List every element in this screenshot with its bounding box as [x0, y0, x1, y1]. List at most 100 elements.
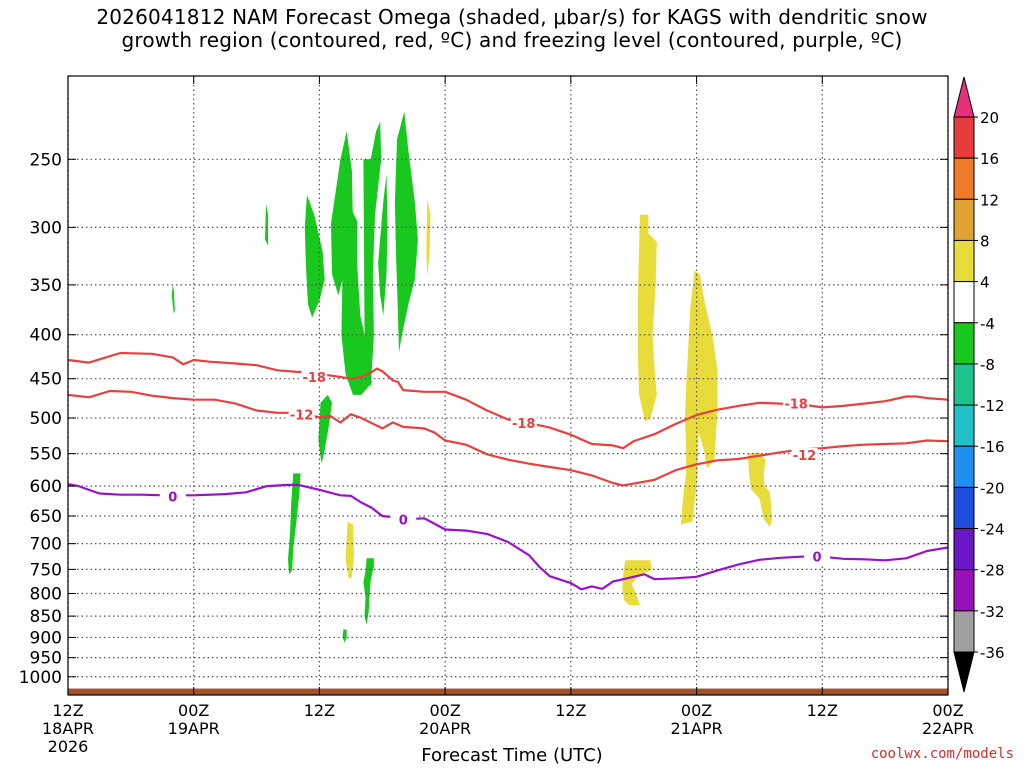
contour-label-bg — [783, 396, 810, 411]
x-tick-label: 12Z — [52, 701, 83, 720]
y-tick-label: 950 — [30, 649, 62, 669]
y-tick-label: 900 — [30, 628, 62, 648]
omega-region-downward — [747, 452, 772, 528]
colorbar-label: 8 — [980, 232, 990, 250]
contour-lines: -18 -18 -18 -12 -12 0 0 0 — [67, 351, 949, 591]
colorbar-label: 4 — [980, 274, 990, 292]
colorbar-box — [953, 528, 975, 571]
contour-label-bg — [301, 370, 328, 385]
colorbar-box — [953, 157, 975, 200]
y-tick-label: 550 — [30, 445, 62, 465]
grid-lines — [67, 76, 949, 695]
colorbar-label: 20 — [980, 109, 999, 127]
contour-label: 0 — [168, 491, 177, 506]
omega-region-upward — [341, 208, 372, 395]
colorbar-box — [953, 404, 975, 447]
y-tick-label: 400 — [30, 326, 62, 346]
y-tick-label: 350 — [30, 276, 62, 296]
colorbar: 20 16 12 8 4 -4 -8 -12 -16 -20 -24 -28 -32 -36 — [953, 76, 1005, 693]
y-tick-label: 800 — [30, 584, 62, 604]
y-tick-label: 1000 — [19, 668, 62, 688]
colorbar-box — [953, 363, 975, 406]
x-tick-label: 19APR — [168, 719, 220, 738]
y-tick-label: 650 — [30, 507, 62, 527]
omega-region-downward — [637, 214, 657, 422]
colorbar-label: -36 — [980, 644, 1005, 662]
contour-label: -18 — [302, 371, 326, 386]
chart-title-line1: 2026041812 NAM Forecast Omega (shaded, μ… — [96, 5, 928, 29]
colorbar-label: 16 — [980, 150, 999, 168]
colorbar-label: -12 — [980, 397, 1005, 415]
colorbar-box — [953, 486, 975, 530]
y-axis: 2503003504004505005506006507007508008509… — [19, 150, 948, 688]
chart-title: 2026041812 NAM Forecast Omega (shaded, μ… — [0, 6, 1024, 52]
colorbar-label: -32 — [980, 603, 1005, 621]
colorbar-box — [953, 281, 975, 324]
x-tick-label: 21APR — [671, 719, 723, 738]
terrain-band — [68, 688, 948, 695]
colorbar-label: -4 — [980, 315, 995, 333]
omega-region-upward — [304, 194, 325, 318]
y-tick-label: 250 — [30, 150, 62, 170]
plot-frame — [67, 75, 949, 696]
omega-region-downward — [426, 198, 431, 277]
contour-label-bg — [288, 407, 315, 422]
contour-label: -18 — [784, 398, 808, 413]
colorbar-cap-top — [953, 76, 975, 118]
y-tick-label: 600 — [30, 477, 62, 497]
terrain-fill — [68, 688, 948, 695]
colorbar-box — [953, 198, 975, 241]
omega-region-upward — [265, 204, 269, 246]
colorbar-label: -28 — [980, 562, 1005, 580]
omega-region-upward — [288, 473, 301, 575]
colorbar-box — [953, 445, 975, 488]
colorbar-label: -8 — [980, 356, 995, 374]
colorbar-label: -16 — [980, 438, 1005, 456]
contour-label: -12 — [290, 408, 314, 423]
contour-line — [67, 483, 949, 591]
x-tick-label: 00Z — [681, 701, 712, 720]
contour-label-bg — [804, 549, 831, 564]
y-tick-label: 750 — [30, 560, 62, 580]
colorbar-label: -20 — [980, 479, 1005, 497]
colorbar-box — [953, 610, 975, 653]
omega-region-upward — [363, 121, 382, 387]
colorbar-cap-bottom — [953, 651, 975, 693]
colorbar-box — [953, 569, 975, 612]
omega-region-upward — [171, 284, 175, 314]
y-tick-label: 500 — [30, 409, 62, 429]
credit-link[interactable]: coolwx.com/models — [870, 746, 1014, 762]
omega-region-upward — [342, 629, 347, 643]
omega-region-upward — [363, 558, 374, 625]
x-tick-label: 12Z — [555, 701, 586, 720]
omega-region-upward — [378, 173, 388, 316]
omega-region-downward — [622, 560, 652, 606]
contour-label-bg — [791, 447, 818, 462]
colorbar-box — [953, 239, 975, 283]
x-axis-title: Forecast Time (UTC) — [421, 745, 603, 766]
y-tick-label: 300 — [30, 218, 62, 238]
colorbar-box — [953, 116, 975, 159]
contour-label: 0 — [813, 551, 822, 566]
colorbar-box — [953, 322, 975, 365]
x-tick-label: 00Z — [429, 701, 460, 720]
x-tick-label: 20APR — [419, 719, 471, 738]
contour-label: -12 — [793, 449, 817, 464]
colorbar-label: 12 — [980, 191, 999, 209]
x-tick-label: 12Z — [807, 701, 838, 720]
x-tick-label: 18APR — [42, 719, 94, 738]
contour-label: -18 — [512, 417, 536, 432]
y-tick-label: 700 — [30, 535, 62, 555]
x-tick-label: 00Z — [178, 701, 209, 720]
x-tick-label: 00Z — [932, 701, 963, 720]
x-tick-label: 2026 — [48, 737, 89, 756]
contour-label-bg — [510, 416, 537, 431]
contour-label: 0 — [399, 513, 408, 528]
y-tick-label: 450 — [30, 370, 62, 390]
contour-line — [67, 389, 949, 487]
omega-region-downward — [345, 521, 354, 580]
omega-region-upward — [318, 394, 332, 464]
x-tick-label: 22APR — [922, 719, 974, 738]
